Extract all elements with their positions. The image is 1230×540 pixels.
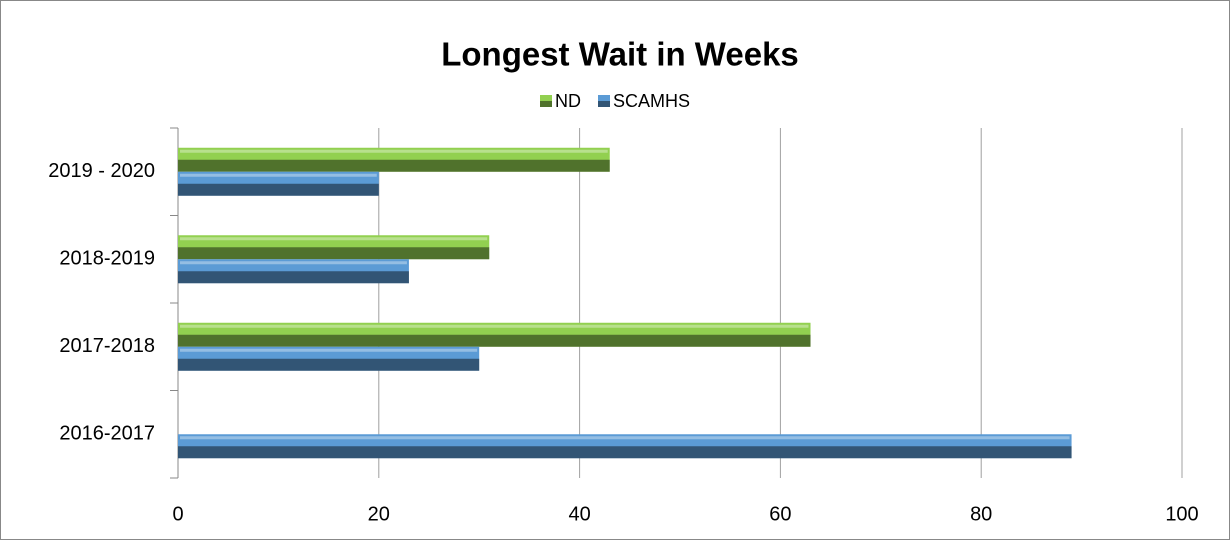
y-tick-label: 2018-2019 [59,248,155,270]
legend-label: ND [555,91,581,111]
bar-highlight [180,237,488,241]
bar-highlight [180,261,407,265]
x-tick-label: 40 [568,503,590,525]
legend-swatch-shade [540,101,552,107]
bar [178,434,1072,459]
bar-shade [178,446,1072,459]
bar [178,147,610,172]
legend-swatch [598,95,610,107]
bar-highlight [180,348,478,352]
bar [178,171,379,196]
bar [178,259,409,284]
y-tick-label: 2016-2017 [59,423,155,445]
bar-shade [178,334,811,347]
legend-swatch [540,95,552,107]
bar-highlight [180,436,1070,440]
bar-shade [178,183,379,196]
x-tick-label: 100 [1165,503,1198,525]
x-tick-label: 0 [172,503,183,525]
bar-highlight [180,173,377,177]
x-tick-label: 60 [769,503,791,525]
bar [178,322,811,347]
bar [178,346,480,371]
bar-shade [178,159,610,172]
bar-highlight [180,149,608,153]
chart-title: Longest Wait in Weeks [441,36,799,73]
x-tick-label: 20 [368,503,390,525]
x-tick-label: 80 [970,503,992,525]
bar-shade [178,358,480,371]
bar-shade [178,271,409,284]
y-tick-label: 2017-2018 [59,335,155,357]
bar-highlight [180,324,809,328]
y-tick-label: 2019 - 2020 [48,160,155,182]
bar-shade [178,247,490,260]
legend-label: SCAMHS [613,91,690,111]
bar [178,235,490,260]
legend-swatch-shade [598,101,610,107]
